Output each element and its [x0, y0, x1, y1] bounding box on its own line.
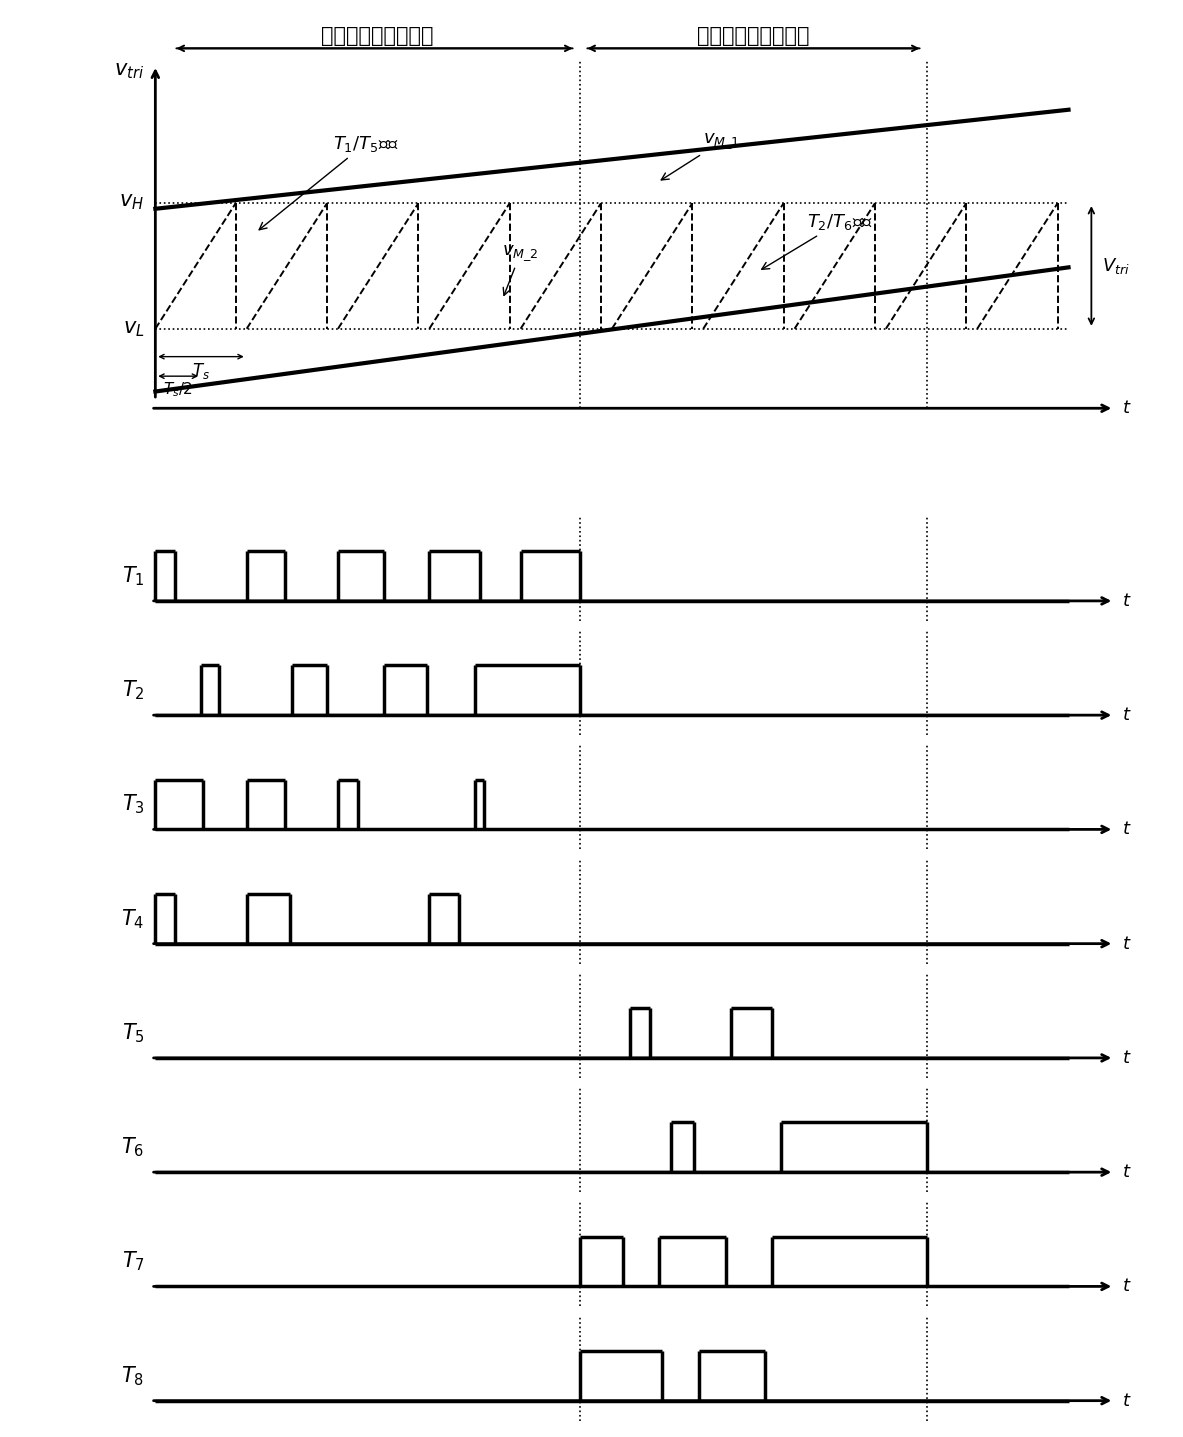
Text: $v_{tri}$: $v_{tri}$ [115, 60, 144, 80]
Text: $T_{5}$: $T_{5}$ [122, 1022, 144, 1045]
Text: $v_L$: $v_L$ [123, 319, 144, 339]
Text: $t$: $t$ [1121, 1391, 1131, 1410]
Text: $T_2/T_6$载波: $T_2/T_6$载波 [762, 211, 873, 269]
Text: $v_{M\_2}$: $v_{M\_2}$ [503, 243, 539, 296]
Text: $t$: $t$ [1121, 399, 1131, 417]
Text: $T_{8}$: $T_{8}$ [122, 1364, 144, 1388]
Text: $v_{M\_1}$: $v_{M\_1}$ [661, 132, 739, 180]
Text: 正向降压或反向升压: 正向降压或反向升压 [321, 26, 433, 46]
Text: $t$: $t$ [1121, 1163, 1131, 1181]
Text: $T_s$: $T_s$ [192, 361, 211, 381]
Text: $v_H$: $v_H$ [119, 191, 144, 211]
Text: $t$: $t$ [1121, 592, 1131, 609]
Text: $T_{4}$: $T_{4}$ [121, 907, 144, 931]
Text: $V_{tri}$: $V_{tri}$ [1103, 256, 1130, 276]
Text: $T_{3}$: $T_{3}$ [122, 793, 144, 816]
Text: $t$: $t$ [1121, 1277, 1131, 1295]
Text: $T_1/T_5$载波: $T_1/T_5$载波 [259, 134, 399, 230]
Text: 正向升压或反向降压: 正向升压或反向降压 [697, 26, 809, 46]
Text: $t$: $t$ [1121, 934, 1131, 953]
Text: $t$: $t$ [1121, 706, 1131, 724]
Text: $T_{6}$: $T_{6}$ [122, 1135, 144, 1160]
Text: $t$: $t$ [1121, 1049, 1131, 1066]
Text: $T_s/2$: $T_s/2$ [163, 381, 193, 399]
Text: $T_{7}$: $T_{7}$ [122, 1250, 144, 1273]
Text: $t$: $t$ [1121, 821, 1131, 838]
Text: $T_{1}$: $T_{1}$ [122, 565, 144, 588]
Text: $T_{2}$: $T_{2}$ [122, 678, 144, 703]
